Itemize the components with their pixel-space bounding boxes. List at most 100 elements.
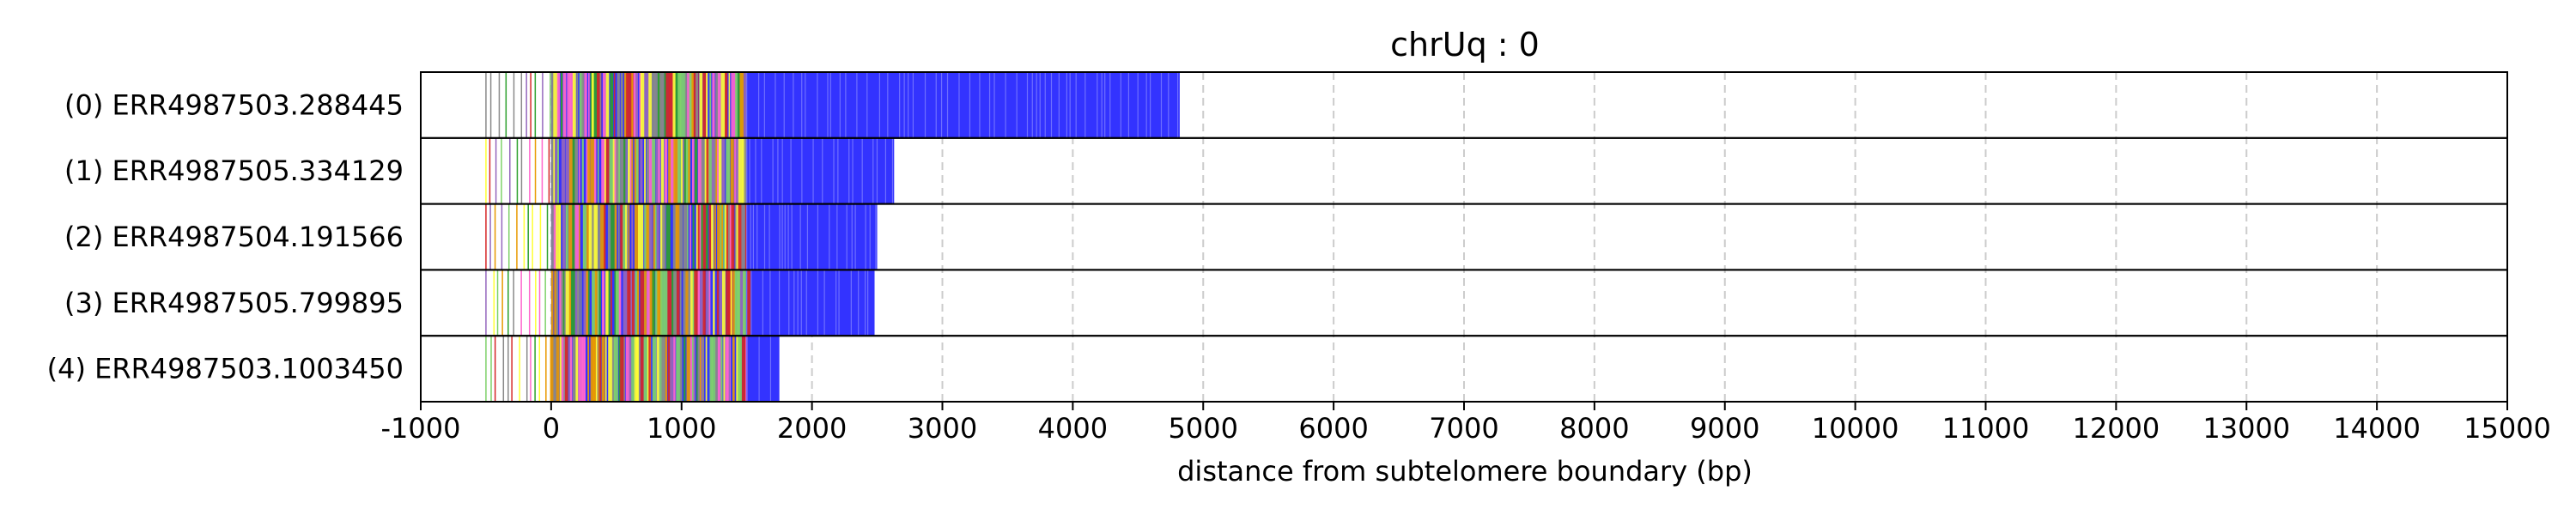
read-segment bbox=[708, 270, 711, 336]
read-segment bbox=[581, 72, 585, 138]
read-segment bbox=[550, 203, 556, 270]
read-segment bbox=[591, 72, 594, 138]
read-segment bbox=[721, 203, 724, 270]
read-segment bbox=[617, 72, 620, 138]
x-tick-label: 3000 bbox=[908, 412, 977, 445]
read-segment bbox=[702, 270, 706, 336]
read-segment bbox=[574, 137, 579, 204]
x-tick-label: 4000 bbox=[1038, 412, 1108, 445]
read-segment bbox=[680, 72, 683, 138]
x-tick-label: 7000 bbox=[1429, 412, 1498, 445]
read-segment bbox=[690, 270, 695, 336]
read-segment bbox=[555, 137, 559, 204]
row-label: (1) ERR4987505.334129 bbox=[64, 154, 404, 187]
read-segment bbox=[694, 270, 699, 336]
read-segment bbox=[565, 203, 568, 270]
read-segment bbox=[728, 137, 731, 204]
read-segment bbox=[620, 203, 624, 270]
read-segment bbox=[623, 270, 629, 336]
read-segment bbox=[609, 137, 612, 204]
x-tick-label: 1000 bbox=[647, 412, 716, 445]
read-segment bbox=[665, 72, 671, 138]
read-segment bbox=[559, 203, 562, 270]
read-segment bbox=[661, 336, 665, 402]
read-segment bbox=[593, 203, 598, 270]
read-segment bbox=[616, 270, 621, 336]
read-segment bbox=[679, 203, 683, 270]
read-segment bbox=[600, 203, 605, 270]
read-segment bbox=[597, 137, 599, 204]
read-segment bbox=[594, 270, 599, 336]
read-segment bbox=[673, 336, 676, 402]
read-segment bbox=[701, 203, 704, 270]
read-segment bbox=[653, 203, 656, 270]
read-segment bbox=[652, 270, 655, 336]
read-segment bbox=[580, 270, 582, 336]
read-segment bbox=[737, 270, 742, 336]
read-segment bbox=[640, 270, 645, 336]
read-segment bbox=[581, 137, 584, 204]
read-segment bbox=[637, 270, 640, 336]
read-segment bbox=[598, 336, 600, 402]
read-segment bbox=[553, 336, 556, 402]
read-segment bbox=[720, 72, 726, 138]
read-segment bbox=[646, 137, 650, 204]
read-segment bbox=[592, 270, 596, 336]
read-segment bbox=[711, 137, 716, 204]
read-segment bbox=[601, 137, 606, 204]
read-segment bbox=[660, 137, 665, 204]
read-segment bbox=[583, 336, 586, 402]
read-segment bbox=[706, 137, 709, 204]
read-segment bbox=[614, 203, 617, 270]
read-segment bbox=[561, 137, 565, 204]
read-segment bbox=[686, 336, 691, 402]
read-segment bbox=[613, 72, 616, 138]
read-segment bbox=[685, 137, 690, 204]
read-segment bbox=[692, 203, 695, 270]
read-segment bbox=[640, 203, 644, 270]
read-segment bbox=[655, 137, 661, 204]
x-tick-label: 9000 bbox=[1690, 412, 1759, 445]
x-tick-label: 2000 bbox=[777, 412, 847, 445]
read-segment bbox=[627, 270, 632, 336]
read-segment bbox=[602, 270, 605, 336]
read-segment bbox=[669, 203, 671, 270]
read-row: (4) ERR4987503.1003450 bbox=[47, 336, 780, 402]
read-segment bbox=[659, 270, 665, 336]
read-segment bbox=[640, 137, 643, 204]
read-segment bbox=[670, 336, 674, 402]
read-segment bbox=[604, 203, 606, 270]
read-segment bbox=[647, 270, 651, 336]
read-segment bbox=[644, 137, 647, 204]
read-segment bbox=[691, 72, 694, 138]
read-segment bbox=[672, 203, 677, 270]
x-tick-label: 8000 bbox=[1559, 412, 1629, 445]
read-segment bbox=[625, 203, 628, 270]
read-segment bbox=[623, 137, 627, 204]
read-segment bbox=[719, 270, 723, 336]
read-segment bbox=[576, 72, 579, 138]
read-segment bbox=[565, 270, 571, 336]
read-segment bbox=[631, 137, 634, 204]
x-tick-label: 5000 bbox=[1169, 412, 1238, 445]
read-segment bbox=[680, 137, 684, 204]
read-segment bbox=[626, 72, 630, 138]
read-segment bbox=[579, 203, 580, 270]
read-segment bbox=[741, 203, 746, 270]
read-segment bbox=[584, 72, 587, 138]
read-segment bbox=[731, 72, 737, 138]
read-segment bbox=[635, 72, 638, 138]
read-segment bbox=[688, 270, 690, 336]
read-segment bbox=[593, 137, 597, 204]
x-tick-label: 14000 bbox=[2333, 412, 2421, 445]
read-segment bbox=[643, 336, 649, 402]
read-segment bbox=[688, 137, 690, 204]
read-segment bbox=[559, 336, 562, 402]
read-segment bbox=[596, 72, 602, 138]
read-segment bbox=[717, 336, 721, 402]
read-segment bbox=[725, 72, 728, 138]
read-segment bbox=[683, 336, 686, 402]
read-segment bbox=[648, 203, 653, 270]
read-segment bbox=[673, 137, 679, 204]
read-segment bbox=[731, 203, 735, 270]
